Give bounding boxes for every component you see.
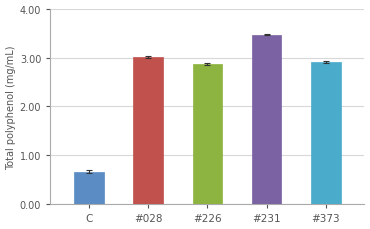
Bar (192, 65, 222, 204)
Bar (133, 58, 163, 204)
Bar (311, 63, 341, 204)
Bar (74, 172, 104, 204)
Y-axis label: Total polyphenol (mg/mL): Total polyphenol (mg/mL) (6, 45, 16, 169)
Bar (252, 35, 282, 204)
